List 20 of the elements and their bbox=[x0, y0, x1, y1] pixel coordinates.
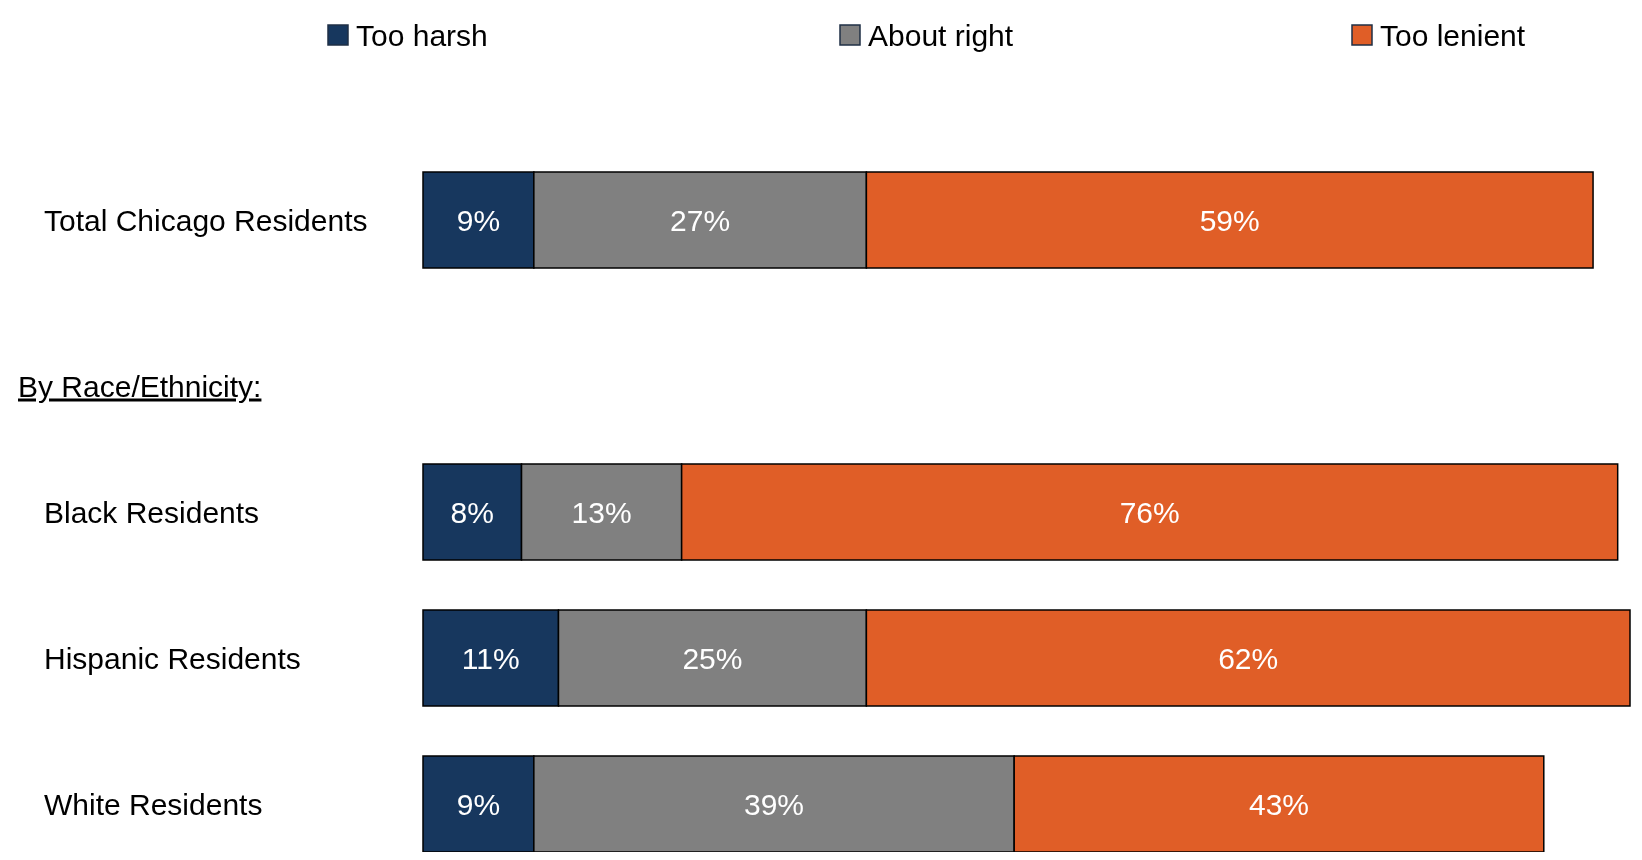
data-label: 76% bbox=[1119, 495, 1180, 529]
data-label: 13% bbox=[571, 495, 632, 529]
data-label: 39% bbox=[743, 787, 805, 821]
legend-label: Too harsh bbox=[356, 18, 488, 52]
data-label: 43% bbox=[1248, 787, 1310, 821]
data-label: 59% bbox=[1199, 203, 1260, 237]
data-label: 62% bbox=[1218, 641, 1279, 675]
data-label: 25% bbox=[682, 641, 743, 675]
text: By Race/Ethnicity: bbox=[18, 369, 262, 403]
data-label: 9% bbox=[456, 787, 501, 821]
legend-label: Too lenient bbox=[1380, 18, 1526, 52]
data-label: 27% bbox=[670, 203, 731, 237]
y-tick-label: White Residents bbox=[44, 787, 263, 821]
data-label: 11% bbox=[461, 641, 520, 675]
data-label: 9% bbox=[456, 203, 501, 237]
y-tick-label: Total Chicago Residents bbox=[44, 203, 368, 237]
y-tick-label: Hispanic Residents bbox=[44, 641, 301, 675]
data-label: 8% bbox=[450, 495, 494, 529]
legend-label: About right bbox=[868, 18, 1014, 52]
y-tick-label: Black Residents bbox=[44, 495, 260, 529]
